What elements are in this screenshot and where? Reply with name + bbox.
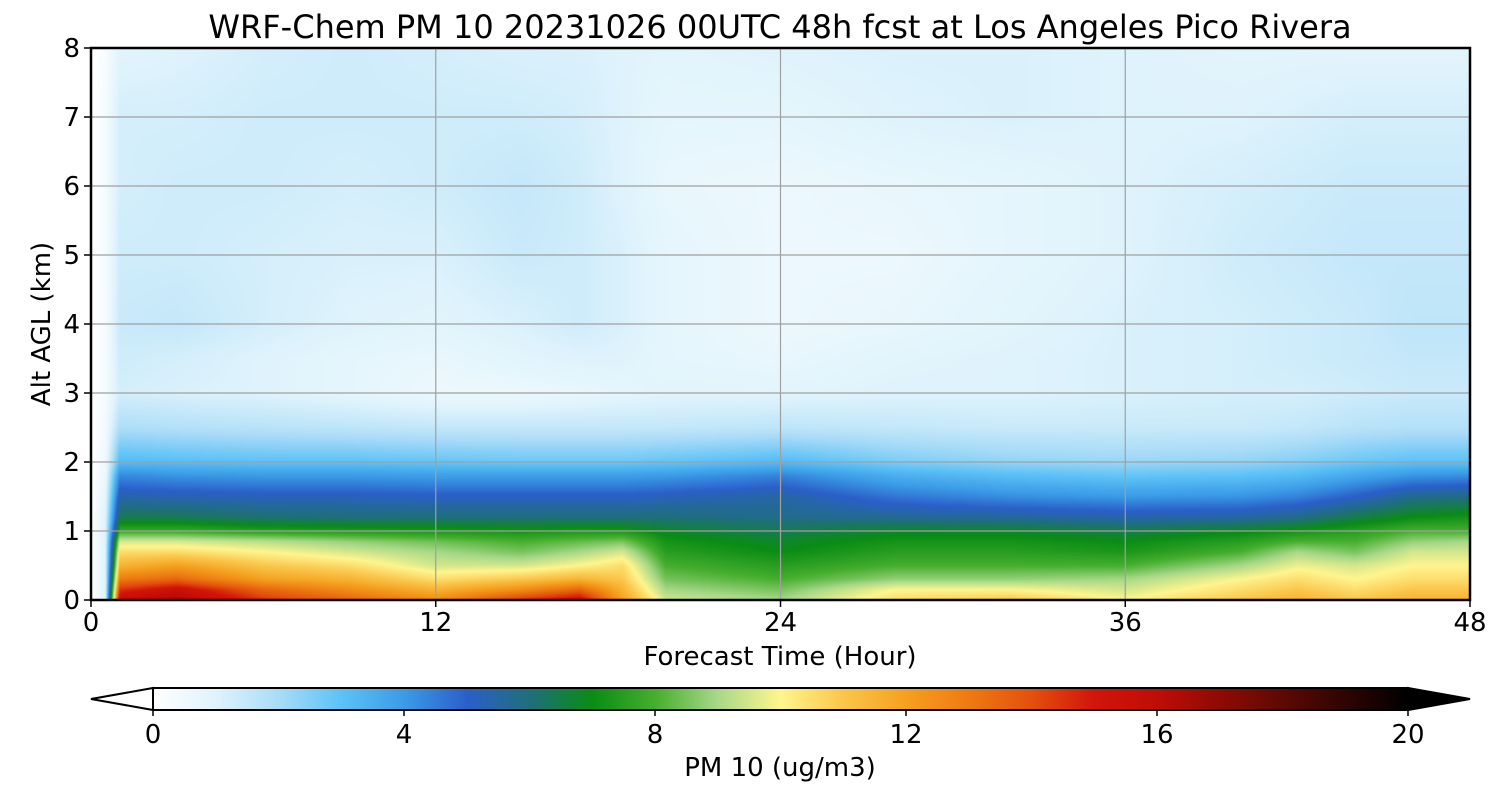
colorbar-ticks: 0 4 8 12 16 20 <box>145 710 1425 750</box>
colorbar-tick-label: 20 <box>1391 720 1424 750</box>
x-axis-label: Forecast Time (Hour) <box>643 642 916 672</box>
colorbar-extend-high <box>1407 686 1471 712</box>
y-tick-label: 6 <box>63 172 80 202</box>
y-tick-label: 0 <box>63 586 80 616</box>
x-tick-label: 48 <box>1453 608 1486 638</box>
plot-area <box>89 46 1472 602</box>
colorbar-frame <box>152 687 1409 711</box>
colorbar-tick-label: 12 <box>889 720 922 750</box>
y-axis-ticks: 0 1 2 3 4 5 6 7 8 <box>63 34 91 616</box>
y-tick-label: 5 <box>63 241 80 271</box>
colorbar-tick-label: 4 <box>396 720 413 750</box>
x-tick-label: 36 <box>1109 608 1142 638</box>
colorbar: 0 4 8 12 16 20 PM 10 (ug/m3) <box>90 686 1471 783</box>
colorbar-label: PM 10 (ug/m3) <box>684 753 876 783</box>
x-tick-label: 0 <box>83 608 100 638</box>
y-tick-label: 1 <box>63 517 80 547</box>
x-tick-label: 24 <box>764 608 797 638</box>
grid-lines <box>91 48 1470 600</box>
colorbar-body <box>153 688 1408 710</box>
colorbar-extend-low <box>90 686 154 712</box>
colorbar-tick-label: 0 <box>145 720 162 750</box>
y-axis-label: Alt AGL (km) <box>27 242 57 406</box>
colorbar-tick-label: 8 <box>647 720 664 750</box>
y-tick-label: 7 <box>63 103 80 133</box>
y-tick-label: 4 <box>63 310 80 340</box>
y-tick-label: 8 <box>63 34 80 64</box>
x-tick-label: 12 <box>419 608 452 638</box>
x-axis-ticks: 0 12 24 36 48 <box>83 600 1487 638</box>
chart-title: WRF-Chem PM 10 20231026 00UTC 48h fcst a… <box>208 8 1351 46</box>
y-tick-label: 2 <box>63 448 80 478</box>
colorbar-tick-label: 16 <box>1140 720 1173 750</box>
y-tick-label: 3 <box>63 379 80 409</box>
